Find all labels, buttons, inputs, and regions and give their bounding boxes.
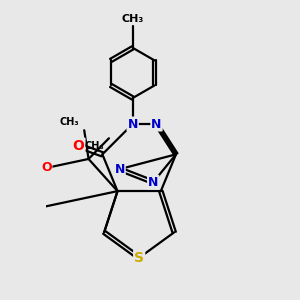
Text: N: N [148,176,158,189]
Text: O: O [41,161,52,175]
Text: N: N [151,118,162,130]
Text: S: S [134,251,144,265]
Text: CH₃: CH₃ [59,117,79,127]
Text: CH₃: CH₃ [84,141,104,151]
Text: CH₃: CH₃ [122,14,144,24]
Text: N: N [128,118,138,130]
Text: O: O [73,139,85,153]
Text: N: N [114,163,125,176]
